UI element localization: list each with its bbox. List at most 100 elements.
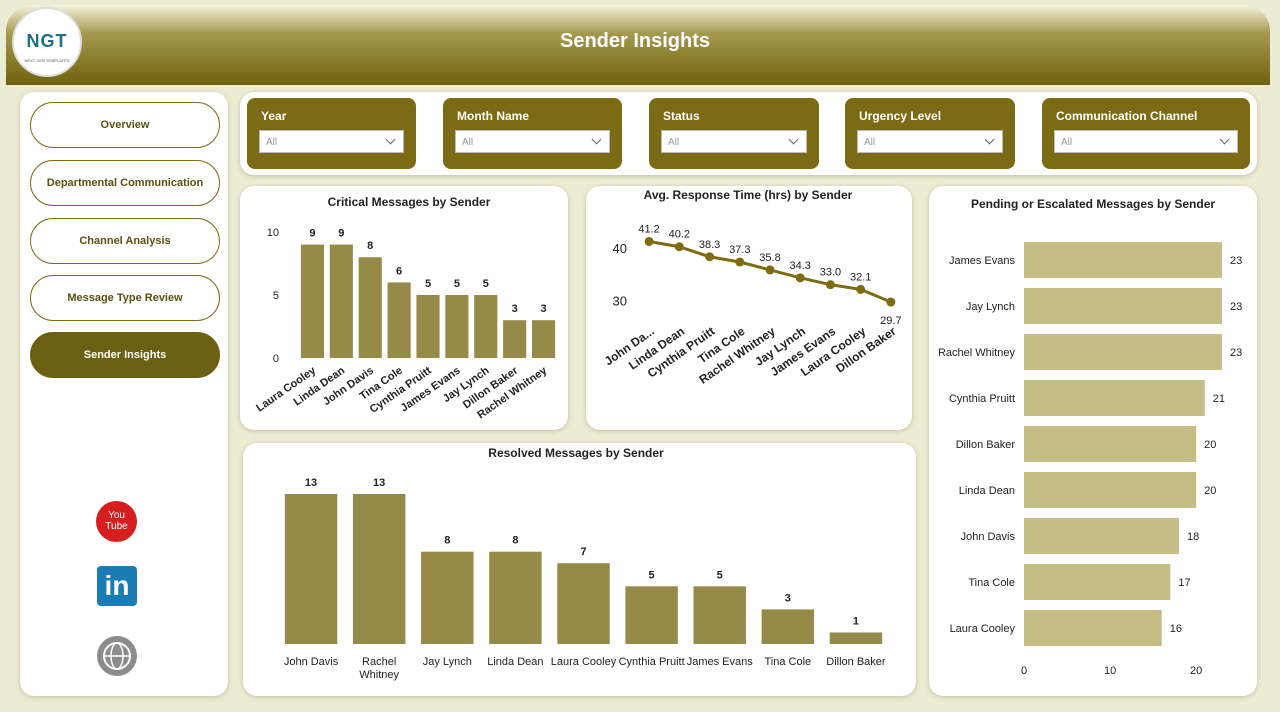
data-label: 20 <box>1204 485 1216 497</box>
data-label: 16 <box>1170 623 1182 635</box>
chart-title: Avg. Response Time (hrs) by Sender <box>644 188 853 202</box>
data-label: 17 <box>1178 577 1190 589</box>
point <box>644 236 654 246</box>
bar <box>761 609 815 644</box>
data-label: 37.3 <box>729 244 750 256</box>
data-label: 3 <box>785 592 791 604</box>
bar <box>625 586 678 644</box>
nav-button[interactable]: Message Type Review <box>30 275 220 321</box>
data-label: 5 <box>483 278 489 290</box>
point <box>735 257 745 267</box>
data-label: 38.3 <box>699 239 720 251</box>
bar <box>329 244 353 358</box>
bar <box>1024 518 1179 554</box>
nav-button[interactable]: Overview <box>30 102 220 148</box>
data-label: 35.8 <box>759 252 780 264</box>
data-label: 23 <box>1230 301 1242 313</box>
y-tick-label: 40 <box>613 241 627 256</box>
point <box>886 297 896 307</box>
logo[interactable]: NGT NEXT GEN TEMPLATES <box>12 7 82 77</box>
page-title: Sender Insights <box>559 30 711 52</box>
youtube-text: You <box>108 510 125 521</box>
web-icon[interactable] <box>96 635 138 677</box>
data-label: 18 <box>1187 531 1199 543</box>
data-label: 1 <box>853 615 859 627</box>
filter-dropdown[interactable]: All <box>661 130 807 153</box>
x-tick-label: 0 <box>1021 665 1027 677</box>
bar <box>829 632 883 644</box>
filter[interactable]: Status All <box>649 98 819 169</box>
y-tick-label: Tina Cole <box>968 577 1015 589</box>
x-tick-label: Linda Dean <box>487 656 544 668</box>
point <box>765 265 775 275</box>
data-label: 8 <box>367 240 373 252</box>
filter[interactable]: Month Name All <box>443 98 622 169</box>
filter-dropdown[interactable]: All <box>259 130 404 153</box>
filter-dropdown[interactable]: All <box>857 130 1003 153</box>
chart-title: Pending or Escalated Messages by Sender <box>971 197 1215 211</box>
filter[interactable]: Communication Channel All <box>1042 98 1250 169</box>
filter-label: Urgency Level <box>859 109 942 123</box>
data-label: 13 <box>305 477 317 489</box>
data-label: 20 <box>1204 439 1216 451</box>
y-tick-label: Cynthia Pruitt <box>949 393 1015 405</box>
x-tick-label: Jay Lynch <box>422 656 472 668</box>
bar <box>1024 564 1171 600</box>
bar <box>1024 242 1222 278</box>
bar <box>1024 334 1222 370</box>
nav-button[interactable]: Departmental Communication <box>30 160 220 206</box>
bar <box>1024 426 1197 462</box>
x-tick-label: Rachel Whitney <box>359 656 400 681</box>
x-tick-label: Laura Cooley <box>550 656 617 668</box>
y-tick-label: 30 <box>613 293 627 308</box>
data-label: 32.1 <box>850 271 871 283</box>
filter[interactable]: Urgency Level All <box>845 98 1015 169</box>
y-tick-label: 5 <box>273 290 279 302</box>
data-label: 33.0 <box>820 267 841 279</box>
filter-dropdown[interactable]: All <box>455 130 610 153</box>
point <box>674 242 684 252</box>
data-label: 29.7 <box>880 315 901 327</box>
bar <box>557 563 610 644</box>
header-bar <box>6 5 1270 85</box>
bar <box>300 244 324 358</box>
y-tick-label: James Evans <box>949 255 1016 267</box>
bar <box>1024 288 1222 324</box>
bar <box>532 320 556 358</box>
chart-title: Resolved Messages by Sender <box>488 446 664 460</box>
point <box>795 273 805 283</box>
logo-subtitle: NEXT GEN TEMPLATES <box>24 58 70 63</box>
data-label: 8 <box>512 535 518 547</box>
data-label: 5 <box>454 278 460 290</box>
x-tick-label: Dillon Baker <box>826 656 886 668</box>
data-label: 8 <box>444 535 450 547</box>
y-tick-label: Laura Cooley <box>950 623 1016 635</box>
filter-label: Month Name <box>457 109 529 123</box>
data-label: 7 <box>580 546 586 558</box>
filter-dropdown[interactable]: All <box>1054 130 1238 153</box>
data-label: 6 <box>396 265 402 277</box>
chart-title: Critical Messages by Sender <box>328 195 491 209</box>
data-label: 9 <box>309 228 315 240</box>
data-label: 23 <box>1230 255 1242 267</box>
youtube-text: Tube <box>105 521 128 532</box>
linkedin-icon[interactable]: in <box>97 566 137 606</box>
point <box>825 280 835 290</box>
bar <box>445 295 469 358</box>
filter[interactable]: Year All <box>247 98 416 169</box>
data-label: 5 <box>425 278 431 290</box>
data-label: 13 <box>373 477 385 489</box>
youtube-icon[interactable]: You Tube <box>96 501 137 542</box>
bar <box>416 295 440 358</box>
x-tick-label: James Evans <box>686 656 753 668</box>
nav-button[interactable]: Sender Insights <box>30 332 220 378</box>
filter-label: Year <box>261 109 287 123</box>
bar <box>1024 610 1162 646</box>
point <box>705 252 715 262</box>
nav-button[interactable]: Channel Analysis <box>30 218 220 264</box>
x-tick-label: John Davis <box>283 656 339 668</box>
filter-label: Status <box>663 109 700 123</box>
bar <box>1024 472 1197 508</box>
